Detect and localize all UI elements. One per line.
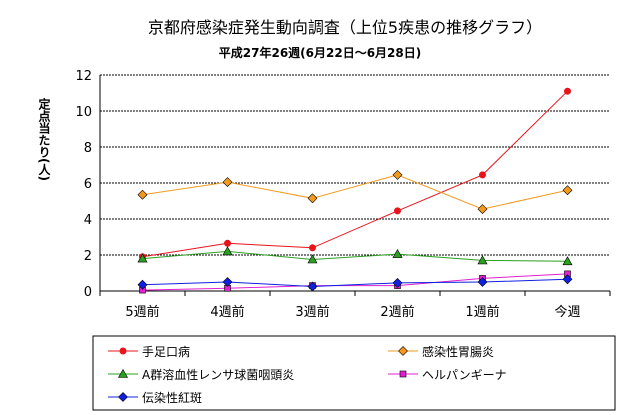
legend-label: ヘルパンギーナ <box>422 368 507 382</box>
chart-title: 京都府感染症発生動向調査（上位5疾患の推移グラフ） <box>148 18 542 37</box>
y-tick-label: 0 <box>84 285 92 300</box>
data-point <box>222 246 233 256</box>
legend-swatch-marker <box>398 346 408 356</box>
series-line <box>142 273 568 291</box>
legend-label: 手足口病 <box>142 344 190 359</box>
x-tick-label: 3週前 <box>295 304 329 320</box>
legend-box <box>92 335 616 411</box>
x-tick-label: 1週前 <box>465 304 499 320</box>
legend-swatch-marker <box>118 392 128 402</box>
data-point <box>479 171 486 179</box>
data-point <box>137 253 148 263</box>
legend-label: A群溶血性レンサ球菌咽頭炎 <box>142 367 294 382</box>
data-point <box>307 193 318 204</box>
y-tick-label: 2 <box>84 249 92 264</box>
x-tick-label: 2週前 <box>380 304 414 320</box>
data-point <box>392 248 403 258</box>
x-tick-label: 5週前 <box>125 304 159 320</box>
series-line <box>142 250 568 262</box>
data-point <box>562 274 573 285</box>
data-point <box>222 177 233 188</box>
y-axis-label: 定点当たり(人) <box>37 97 51 181</box>
data-point <box>477 277 488 287</box>
legend-label: 感染性胃腸炎 <box>422 344 494 359</box>
series-line <box>142 174 568 210</box>
data-point <box>137 279 148 290</box>
series-line <box>142 90 568 258</box>
legend-label: 伝染性紅斑 <box>142 390 202 405</box>
series-line <box>142 278 568 288</box>
data-point <box>477 204 488 215</box>
data-point <box>564 87 571 95</box>
legend-swatch-marker <box>117 368 129 378</box>
data-point <box>562 185 573 196</box>
data-point <box>477 255 488 265</box>
y-tick-label: 12 <box>75 69 92 84</box>
data-point <box>309 244 316 252</box>
data-point <box>222 277 233 287</box>
legend-swatch-marker <box>119 347 127 355</box>
x-tick-label: 4週前 <box>210 304 244 320</box>
data-point <box>392 277 403 288</box>
y-tick-label: 6 <box>84 177 92 192</box>
data-point <box>307 254 318 264</box>
plot-area: 0 2 4 6 8 10 12 5週前 4週前 3週前 2週前 1週前 今週 <box>75 69 611 320</box>
data-point <box>137 189 148 200</box>
y-tick-label: 4 <box>84 213 92 228</box>
legend-swatch-marker <box>399 370 407 378</box>
data-point <box>562 256 573 266</box>
chart-subtitle: 平成27年26週(6月22日～6月28日) <box>219 45 421 60</box>
y-tick-label: 10 <box>75 105 92 120</box>
data-point <box>394 207 401 215</box>
x-tick-label: 今週 <box>554 304 580 320</box>
data-point <box>224 239 231 247</box>
data-point <box>392 169 403 180</box>
data-point <box>307 281 318 292</box>
y-tick-label: 8 <box>84 141 92 156</box>
